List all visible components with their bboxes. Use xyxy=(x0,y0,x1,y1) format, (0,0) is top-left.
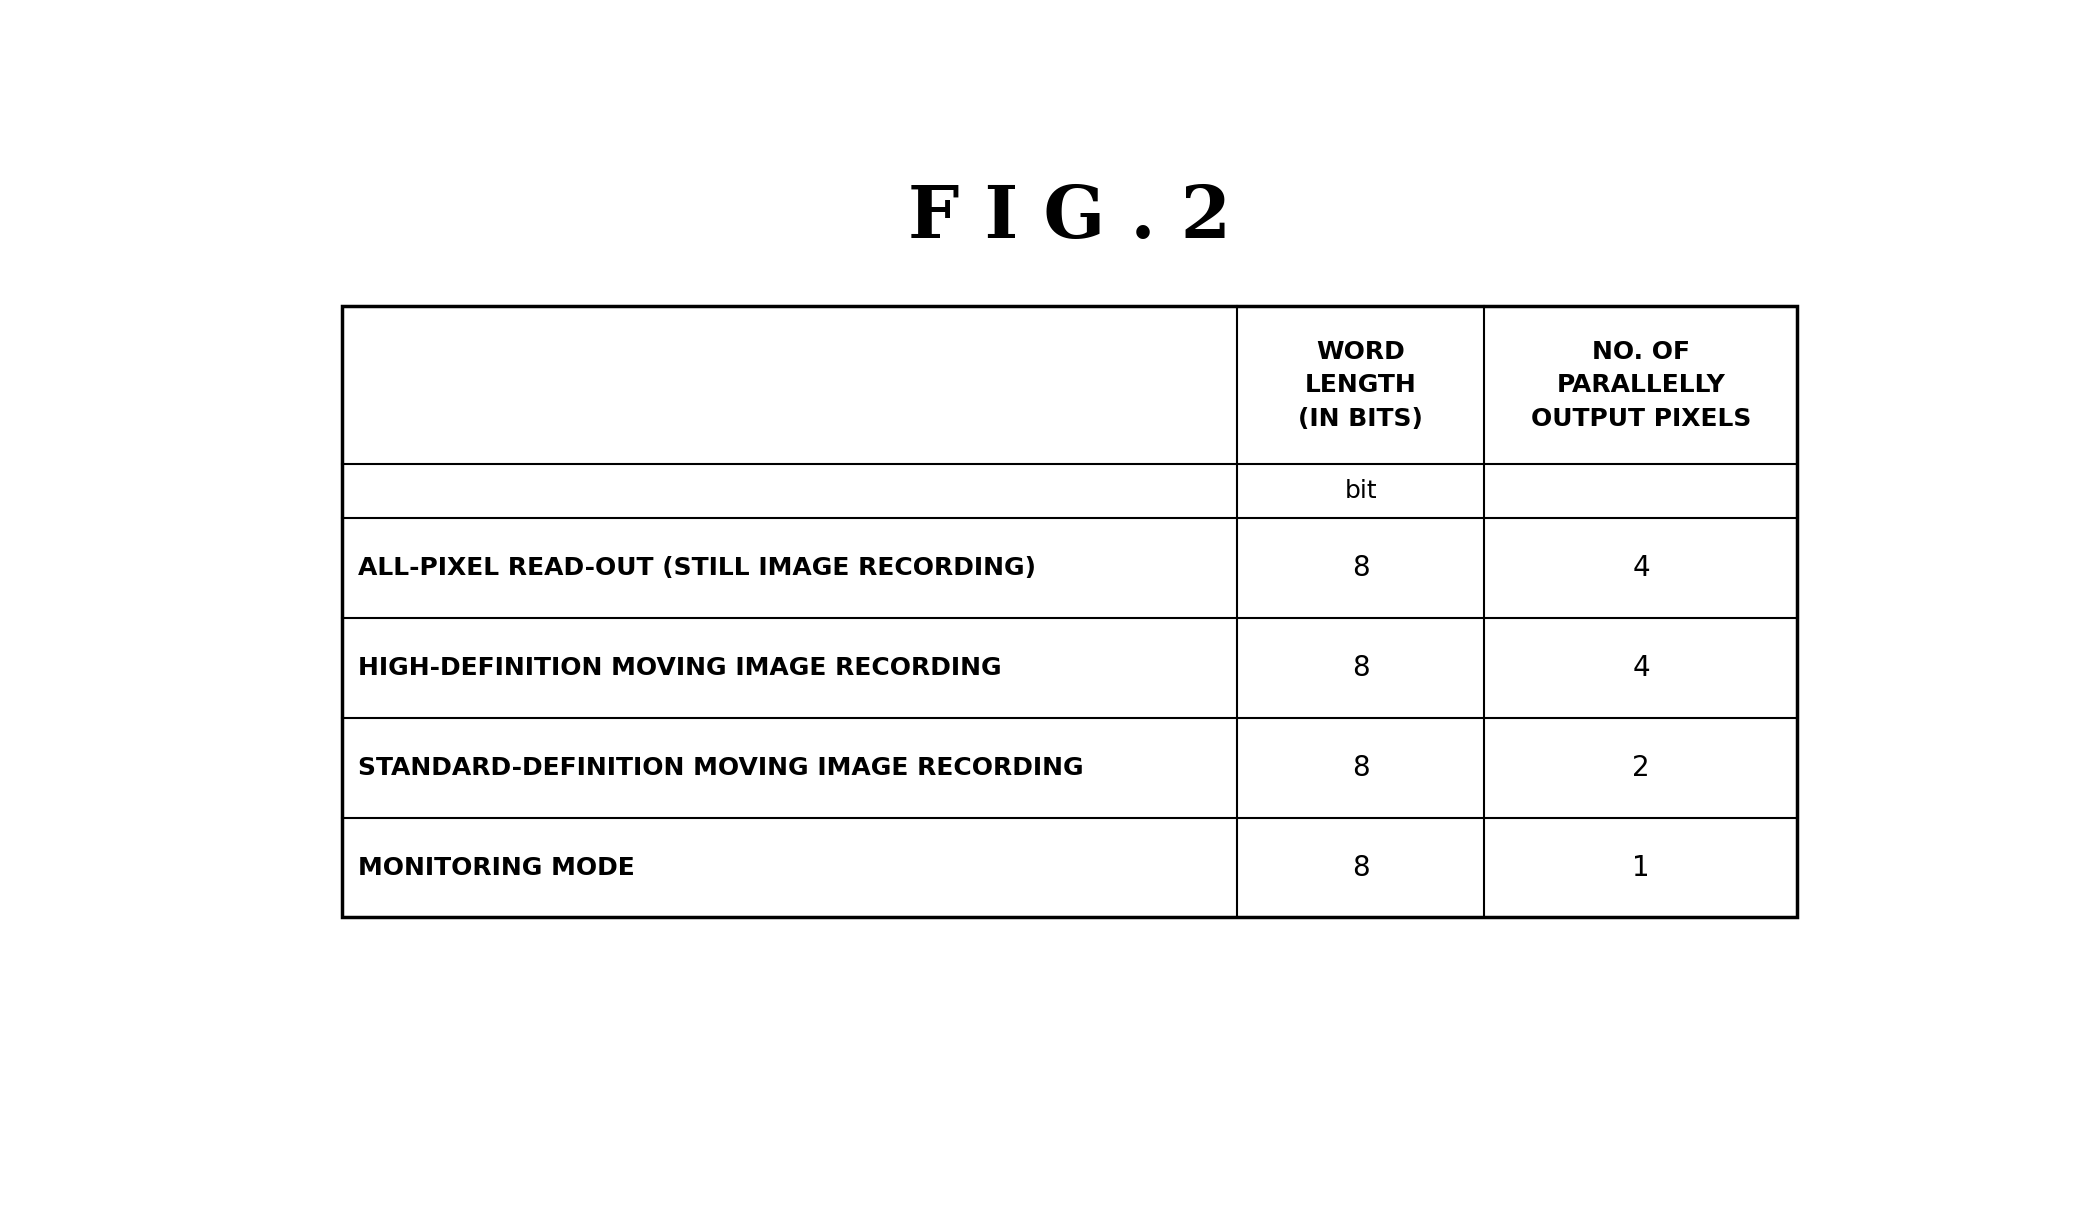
Text: 1: 1 xyxy=(1632,853,1649,882)
Text: F I G . 2: F I G . 2 xyxy=(908,182,1231,253)
Bar xyxy=(342,306,1797,917)
Text: 8: 8 xyxy=(1352,554,1369,582)
Text: 8: 8 xyxy=(1352,753,1369,781)
Text: HIGH-DEFINITION MOVING IMAGE RECORDING: HIGH-DEFINITION MOVING IMAGE RECORDING xyxy=(359,656,1002,680)
Text: STANDARD-DEFINITION MOVING IMAGE RECORDING: STANDARD-DEFINITION MOVING IMAGE RECORDI… xyxy=(359,756,1083,780)
Text: MONITORING MODE: MONITORING MODE xyxy=(359,856,634,879)
Text: 4: 4 xyxy=(1632,654,1649,681)
Text: 8: 8 xyxy=(1352,654,1369,681)
Text: 2: 2 xyxy=(1632,753,1649,781)
Text: 8: 8 xyxy=(1352,853,1369,882)
Text: NO. OF
PARALLELLY
OUTPUT PIXELS: NO. OF PARALLELLY OUTPUT PIXELS xyxy=(1530,339,1751,431)
Text: ALL-PIXEL READ-OUT (STILL IMAGE RECORDING): ALL-PIXEL READ-OUT (STILL IMAGE RECORDIN… xyxy=(359,556,1035,580)
Text: WORD
LENGTH
(IN BITS): WORD LENGTH (IN BITS) xyxy=(1298,339,1423,431)
Text: bit: bit xyxy=(1344,479,1377,503)
Text: 4: 4 xyxy=(1632,554,1649,582)
